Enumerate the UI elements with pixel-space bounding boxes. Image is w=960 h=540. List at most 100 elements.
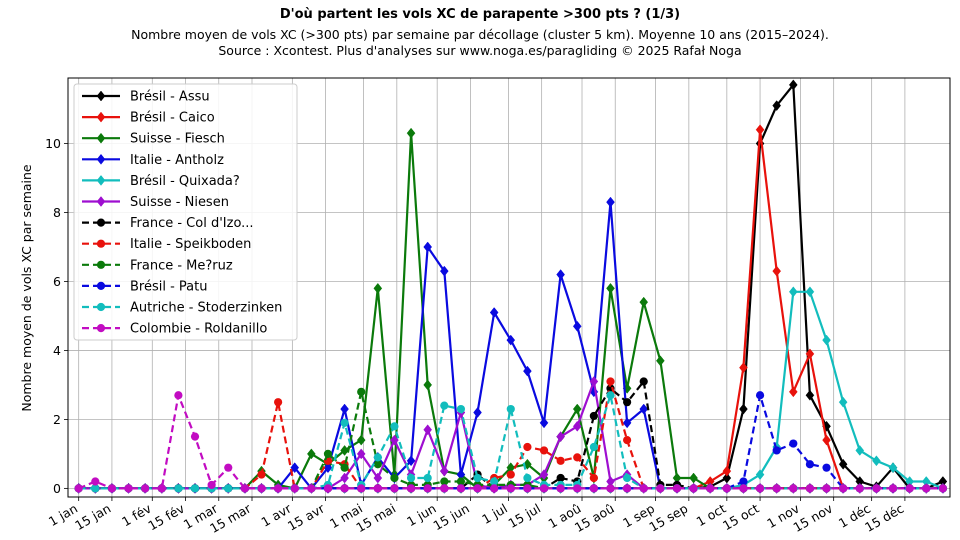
x-tick-label: 15 oct bbox=[720, 501, 762, 534]
data-point-circle bbox=[373, 460, 382, 469]
data-point-circle bbox=[323, 484, 333, 493]
data-point-circle bbox=[623, 484, 632, 493]
data-point-circle bbox=[506, 484, 515, 493]
legend-label: Brésil - Quixada? bbox=[130, 174, 240, 189]
data-point-diamond bbox=[96, 90, 106, 102]
chart-title: D'où partent les vols XC de parapente >3… bbox=[280, 7, 680, 22]
x-tick-label: 15 déc bbox=[862, 501, 906, 535]
data-point-circle bbox=[589, 411, 598, 421]
data-point-diamond bbox=[805, 348, 815, 360]
data-point-circle bbox=[623, 435, 632, 445]
legend-entry: Brésil - Assu bbox=[82, 90, 210, 105]
data-point-circle bbox=[523, 484, 532, 493]
data-point-circle bbox=[473, 473, 482, 483]
data-point-circle bbox=[606, 377, 615, 386]
data-point-diamond bbox=[838, 396, 848, 408]
y-tick-label: 0 bbox=[53, 481, 61, 496]
x-tick-label: 15 jul bbox=[506, 501, 544, 531]
chart-subtitle-line-2: Source : Xcontest. Plus d'analyses sur w… bbox=[218, 43, 741, 58]
data-point-circle bbox=[556, 456, 565, 465]
data-point-diamond bbox=[572, 420, 582, 432]
data-point-diamond bbox=[606, 196, 615, 208]
data-point-diamond bbox=[373, 282, 383, 294]
x-tick-label: 15 nov bbox=[791, 500, 836, 535]
data-point-circle bbox=[839, 484, 848, 493]
data-point-circle bbox=[822, 484, 831, 493]
legend-entry: Italie - Antholz bbox=[82, 153, 224, 168]
legend-entry: Brésil - Quixada? bbox=[82, 174, 240, 189]
data-point-circle bbox=[174, 391, 183, 400]
data-point-circle bbox=[390, 484, 399, 493]
plot-frame bbox=[67, 77, 951, 498]
data-point-circle bbox=[406, 473, 416, 483]
legend: Brésil - Assu Brésil - Caico Suisse - Fies… bbox=[73, 83, 298, 341]
data-point-circle bbox=[589, 442, 598, 452]
y-tick-label: 4 bbox=[53, 343, 61, 358]
data-point-diamond bbox=[805, 389, 815, 401]
data-point-diamond bbox=[340, 472, 349, 484]
y-tick-label: 10 bbox=[45, 136, 61, 151]
data-point-diamond bbox=[489, 307, 499, 318]
data-point-circle bbox=[74, 484, 83, 493]
data-point-circle bbox=[539, 484, 549, 493]
data-point-diamond bbox=[506, 334, 516, 346]
legend-label: Suisse - Niesen bbox=[130, 195, 229, 210]
data-point-circle bbox=[523, 442, 532, 452]
x-tick-label: 15 sep bbox=[646, 501, 690, 535]
chart-subtitle-line-1: Nombre moyen de vols XC (>300 pts) par s… bbox=[131, 27, 829, 42]
data-point-diamond bbox=[739, 403, 748, 415]
data-point-diamond bbox=[390, 434, 399, 446]
data-point-circle bbox=[855, 484, 864, 493]
data-point-diamond bbox=[689, 472, 698, 484]
data-point-circle bbox=[323, 449, 333, 458]
data-point-diamond bbox=[788, 386, 798, 398]
series-line bbox=[78, 394, 943, 490]
data-point-circle bbox=[224, 463, 233, 472]
data-point-circle bbox=[190, 484, 200, 493]
legend-label: France - Me?ruz bbox=[130, 258, 233, 273]
data-point-diamond bbox=[772, 265, 782, 277]
legend-label: Brésil - Assu bbox=[130, 90, 210, 105]
data-point-circle bbox=[406, 484, 416, 493]
data-point-circle bbox=[772, 484, 781, 493]
data-point-circle bbox=[423, 473, 432, 483]
legend-entry: Brésil - Caico bbox=[82, 111, 215, 126]
data-point-diamond bbox=[622, 417, 632, 429]
data-point-circle bbox=[473, 484, 482, 493]
legend-box bbox=[73, 83, 298, 341]
data-point-diamond bbox=[556, 431, 565, 443]
data-point-circle bbox=[440, 401, 449, 410]
x-tick-label: 15 avr bbox=[285, 500, 328, 533]
data-point-circle bbox=[573, 484, 582, 493]
data-point-circle bbox=[390, 422, 399, 431]
legend-label: Brésil - Patu bbox=[130, 279, 208, 294]
data-point-circle bbox=[96, 260, 106, 269]
data-point-circle bbox=[91, 484, 100, 493]
data-point-circle bbox=[96, 281, 106, 290]
legend-entry: Brésil - Patu bbox=[82, 279, 208, 294]
data-point-circle bbox=[639, 377, 648, 386]
data-point-circle bbox=[556, 484, 565, 493]
data-point-circle bbox=[822, 463, 831, 472]
data-point-diamond bbox=[872, 455, 881, 467]
data-point-circle bbox=[589, 473, 598, 483]
series-12 bbox=[74, 391, 947, 493]
x-tick-label: 1 jul bbox=[479, 501, 510, 527]
data-point-circle bbox=[456, 404, 466, 414]
data-point-diamond bbox=[96, 174, 106, 186]
data-point-circle bbox=[789, 484, 798, 493]
data-point-circle bbox=[772, 446, 781, 455]
data-point-circle bbox=[739, 484, 748, 493]
data-point-diamond bbox=[96, 153, 106, 165]
legend-entry: Colombie - Roldanillo bbox=[82, 322, 267, 337]
series-8 bbox=[74, 377, 947, 493]
data-point-circle bbox=[390, 473, 399, 483]
data-point-diamond bbox=[340, 403, 349, 415]
data-point-circle bbox=[373, 453, 382, 462]
legend-entry: Autriche - Stoderzinken bbox=[82, 301, 282, 316]
series-layer bbox=[74, 79, 948, 494]
data-point-diamond bbox=[473, 407, 482, 418]
data-point-diamond bbox=[572, 320, 582, 332]
